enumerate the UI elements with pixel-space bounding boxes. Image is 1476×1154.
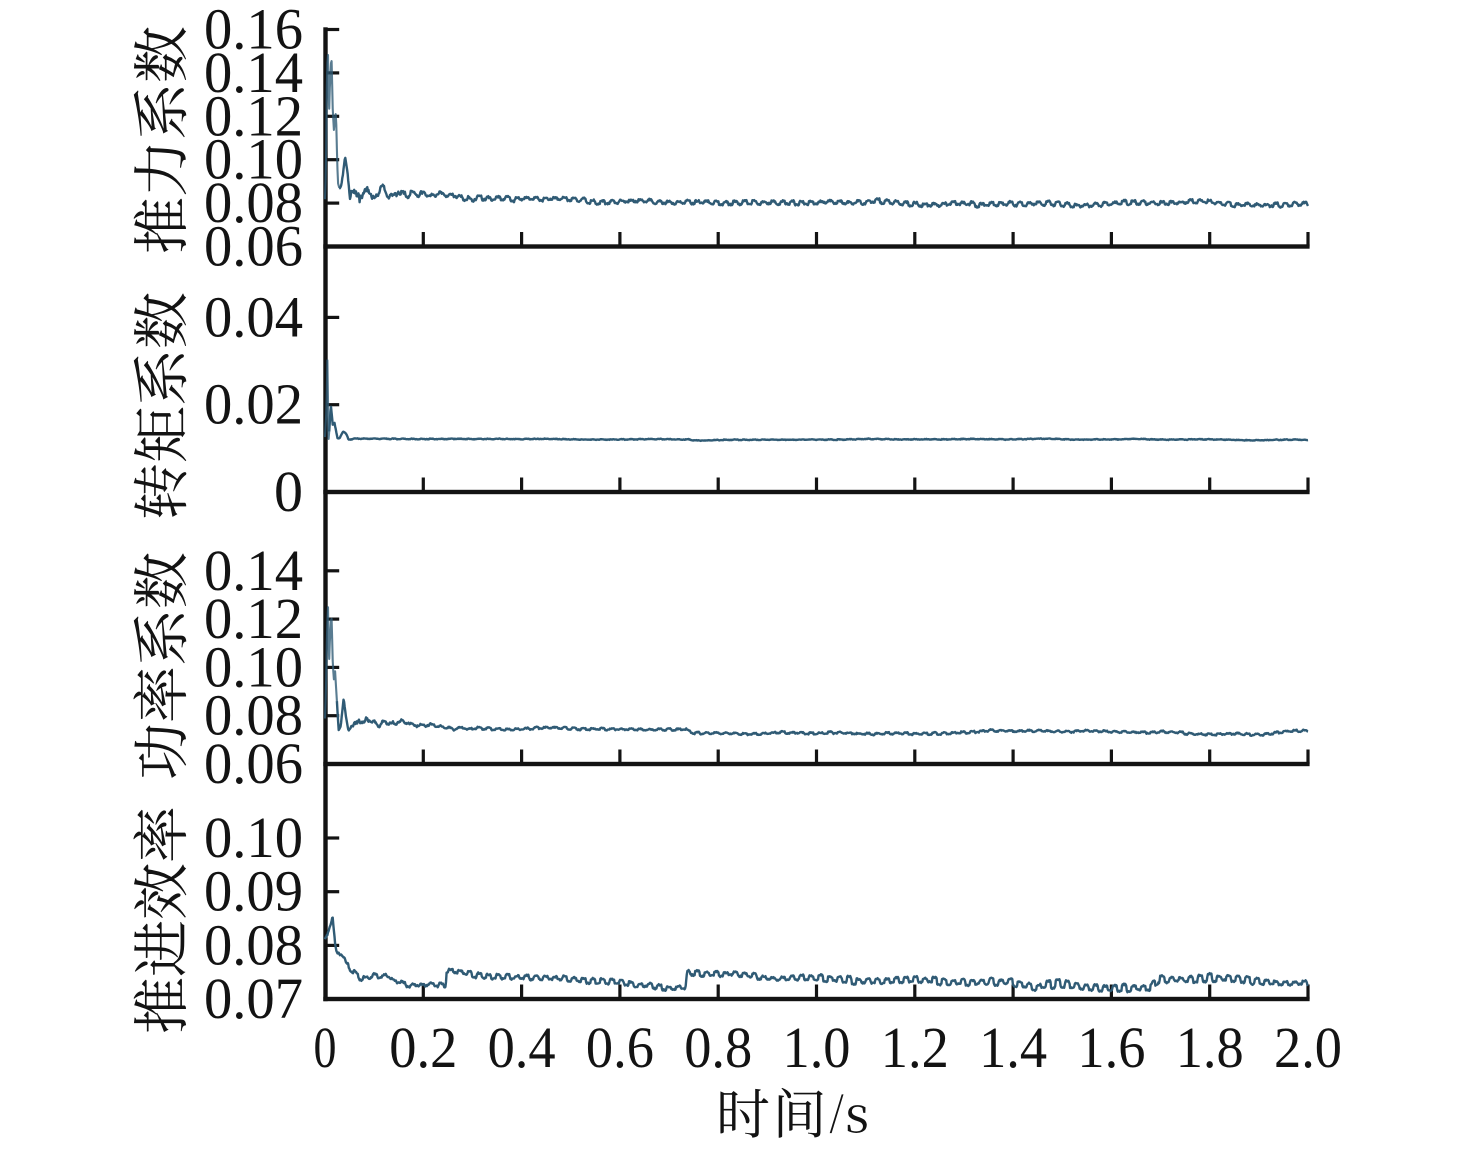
svg-text:0.12: 0.12 (204, 83, 303, 148)
svg-text:1.0: 1.0 (783, 1015, 851, 1080)
svg-text:0.09: 0.09 (204, 859, 303, 924)
svg-text:1.2: 1.2 (881, 1015, 949, 1080)
svg-text:0.10: 0.10 (204, 127, 303, 192)
svg-text:1.4: 1.4 (979, 1015, 1047, 1080)
svg-text:0.08: 0.08 (204, 912, 303, 977)
svg-text:0.08: 0.08 (204, 683, 303, 748)
svg-text:0.10: 0.10 (204, 634, 303, 699)
svg-text:2.0: 2.0 (1274, 1015, 1342, 1080)
svg-text:0.04: 0.04 (204, 284, 303, 349)
svg-text:0.8: 0.8 (684, 1015, 752, 1080)
svg-text:0.02: 0.02 (204, 372, 303, 437)
svg-text:0.14: 0.14 (204, 40, 303, 105)
svg-text:0.06: 0.06 (204, 731, 303, 796)
svg-text:0.08: 0.08 (204, 170, 303, 235)
svg-text:1.6: 1.6 (1077, 1015, 1145, 1080)
svg-text:0.4: 0.4 (488, 1015, 556, 1080)
svg-text:0: 0 (274, 459, 303, 524)
svg-text:1.8: 1.8 (1176, 1015, 1244, 1080)
svg-text:0.06: 0.06 (204, 214, 303, 279)
svg-text:0.07: 0.07 (204, 966, 303, 1031)
svg-text:0.12: 0.12 (204, 586, 303, 651)
svg-text:0.2: 0.2 (389, 1015, 457, 1080)
svg-text:0.10: 0.10 (204, 805, 303, 870)
svg-text:0.6: 0.6 (586, 1015, 654, 1080)
svg-text:0.14: 0.14 (204, 538, 303, 603)
svg-text:0.16: 0.16 (204, 0, 303, 62)
svg-text:0: 0 (314, 1015, 337, 1080)
